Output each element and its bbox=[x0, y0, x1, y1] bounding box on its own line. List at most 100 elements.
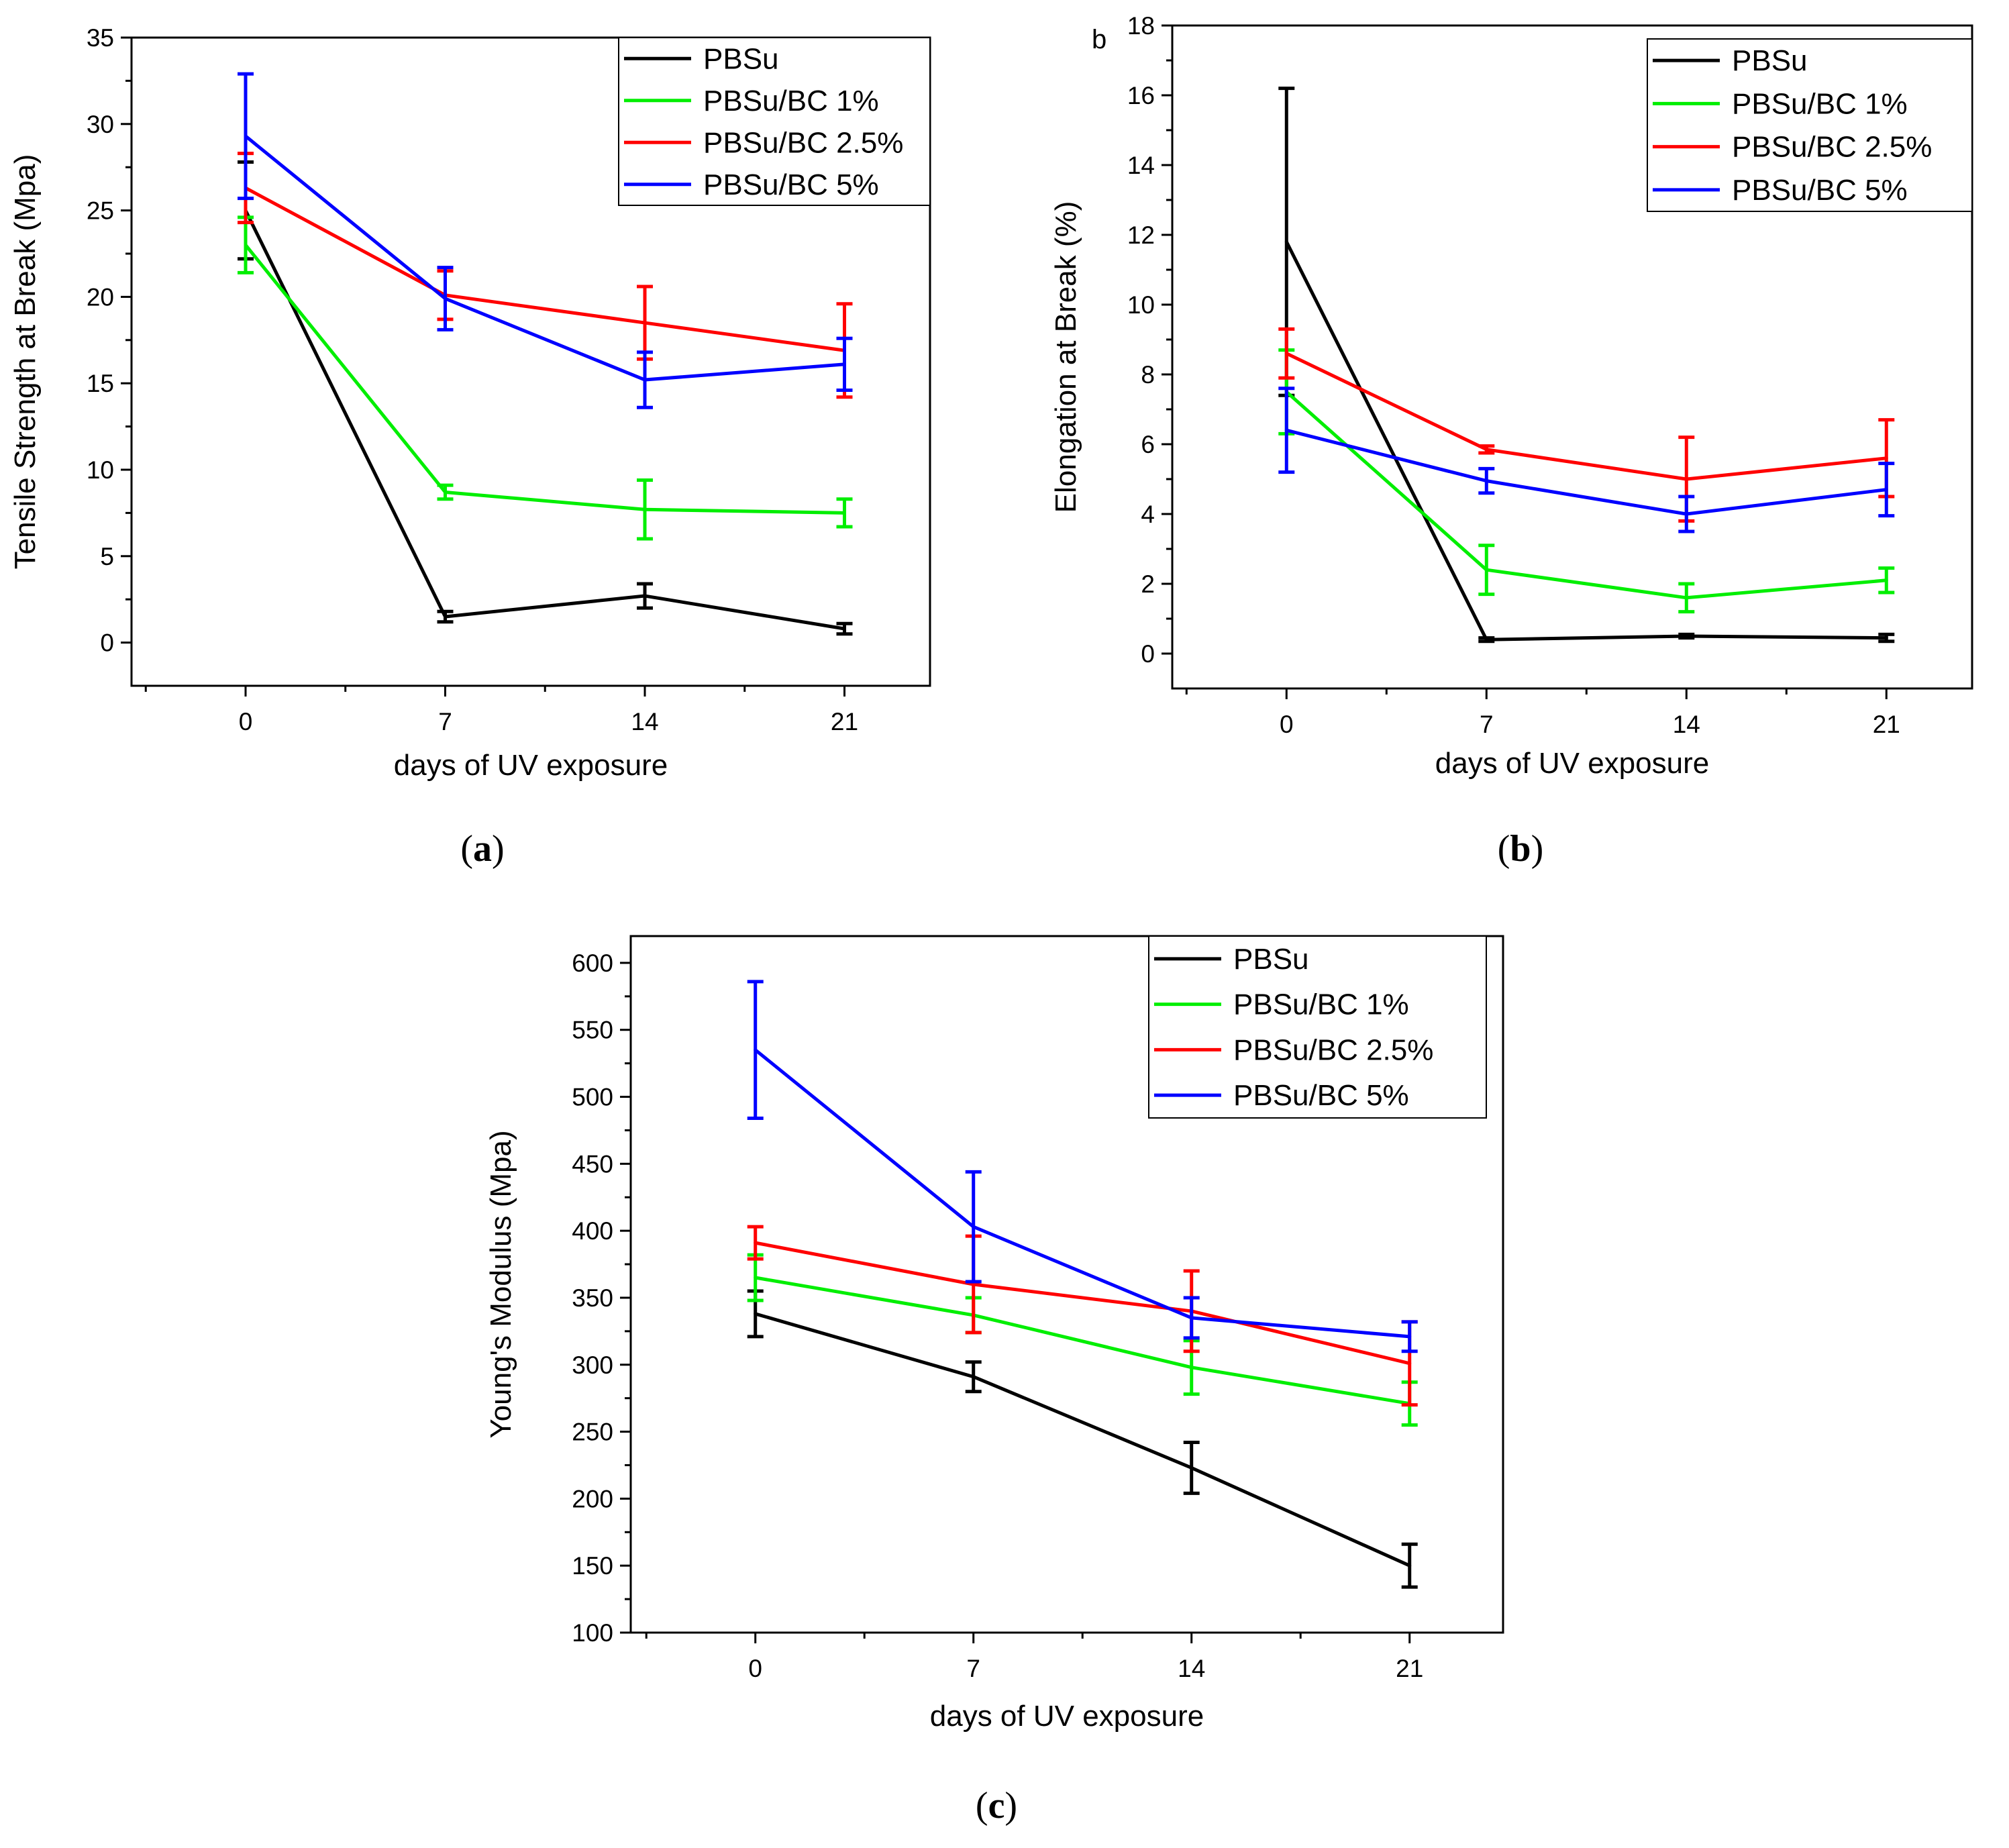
plot-frame bbox=[1171, 24, 1973, 690]
data-point bbox=[643, 594, 647, 598]
panel-c: 0 7 14 21 100 150 200 250 300 350 400 450 500 550 600 d… bbox=[484, 935, 1504, 1827]
data-point bbox=[1484, 637, 1488, 641]
series-line bbox=[1285, 241, 1887, 641]
data-point bbox=[244, 134, 248, 138]
series-line bbox=[244, 209, 845, 631]
series-line bbox=[244, 134, 845, 382]
y-tick-label: 15 bbox=[87, 370, 114, 397]
panel-caption-letter: b bbox=[1510, 828, 1531, 870]
series-pbsu-bc-5- bbox=[747, 980, 1418, 1353]
x-tick-label: 21 bbox=[1873, 711, 1900, 738]
data-point bbox=[1484, 448, 1488, 452]
data-point bbox=[843, 511, 846, 515]
data-point bbox=[1884, 488, 1888, 492]
x-tick-label: 14 bbox=[1178, 1655, 1205, 1682]
y-tick-label: 5 bbox=[100, 543, 114, 570]
legend-label: PBSu/BC 5% bbox=[703, 168, 879, 201]
data-point bbox=[1484, 568, 1488, 572]
y-tick-label: 2 bbox=[1141, 570, 1155, 598]
data-point bbox=[1884, 578, 1888, 582]
y-tick-label: 25 bbox=[87, 197, 114, 225]
x-tick-label: 0 bbox=[748, 1655, 762, 1682]
y-tick-label: 30 bbox=[87, 111, 114, 138]
data-point bbox=[444, 490, 447, 494]
data-point bbox=[843, 627, 846, 631]
y-tick-label: 18 bbox=[1127, 12, 1155, 40]
data-point bbox=[1684, 512, 1688, 516]
y-tick-label: 0 bbox=[100, 629, 114, 657]
y-tick-label: 300 bbox=[572, 1351, 613, 1379]
panel-caption-close: ) bbox=[492, 828, 505, 870]
x-axis-title: days of UV exposure bbox=[1435, 747, 1709, 780]
panel-caption-open: ( bbox=[976, 1785, 988, 1827]
legend: PBSu PBSu/BC 1% PBSu/BC 2.5% PBSu/BC 5% bbox=[618, 37, 931, 206]
series-pbsu-bc-2-5- bbox=[1278, 327, 1895, 523]
data-point bbox=[754, 1312, 758, 1316]
legend-box bbox=[1148, 935, 1487, 1119]
series-pbsu-bc-1- bbox=[1278, 348, 1895, 614]
y-tick-label: 12 bbox=[1127, 221, 1155, 249]
series-line bbox=[1286, 428, 1887, 516]
y-tick-label: 16 bbox=[1127, 82, 1155, 109]
legend: PBSu PBSu/BC 1% PBSu/BC 2.5% PBSu/BC 5% bbox=[1647, 38, 1973, 212]
panel-caption-letter: c bbox=[988, 1785, 1005, 1827]
legend-label: PBSu bbox=[703, 42, 779, 75]
y-tick-label: 450 bbox=[572, 1150, 613, 1178]
x-tick-label: 21 bbox=[1396, 1655, 1423, 1682]
x-tick-label: 21 bbox=[831, 708, 858, 735]
y-tick-label: 550 bbox=[572, 1017, 613, 1044]
data-point bbox=[754, 1241, 758, 1245]
x-tick-label: 7 bbox=[1480, 711, 1494, 738]
series-line bbox=[755, 1312, 1410, 1568]
y-tick-label: 6 bbox=[1141, 431, 1155, 458]
y-tick-label: 150 bbox=[572, 1552, 613, 1580]
series-pbsu-bc-2-5- bbox=[747, 1225, 1418, 1407]
series-pbsu bbox=[747, 1289, 1418, 1589]
legend: PBSu PBSu/BC 1% PBSu/BC 2.5% PBSu/BC 5% bbox=[1148, 935, 1487, 1119]
data-point bbox=[972, 1375, 976, 1379]
data-point bbox=[1190, 1466, 1194, 1470]
legend-label: PBSu/BC 1% bbox=[1233, 988, 1409, 1021]
data-point bbox=[972, 1225, 976, 1229]
data-point bbox=[1284, 428, 1288, 432]
data-point bbox=[1884, 456, 1888, 460]
legend-label: PBSu/BC 5% bbox=[1732, 174, 1908, 207]
legend-label: PBSu/BC 1% bbox=[703, 85, 879, 117]
data-point bbox=[843, 362, 846, 366]
plot-frame bbox=[130, 36, 931, 687]
data-point bbox=[1408, 1563, 1412, 1568]
data-point bbox=[972, 1282, 976, 1286]
legend-label: PBSu/BC 2.5% bbox=[1732, 131, 1932, 164]
series-line bbox=[244, 186, 845, 352]
series-line bbox=[244, 244, 845, 515]
panel-caption-letter: a bbox=[473, 828, 492, 870]
y-tick-label: 10 bbox=[1127, 291, 1155, 319]
x-tick-label: 7 bbox=[438, 708, 452, 735]
y-tick-label: 350 bbox=[572, 1284, 613, 1312]
data-point bbox=[1408, 1335, 1412, 1339]
panel-caption: (c) bbox=[976, 1785, 1017, 1827]
x-axis-title: days of UV exposure bbox=[394, 749, 668, 782]
data-point bbox=[1684, 634, 1688, 638]
panel-caption: (a) bbox=[460, 828, 504, 870]
y-axis-title: Tensile Strength at Break (Mpa) bbox=[9, 154, 42, 570]
data-point bbox=[1884, 636, 1888, 640]
series-line bbox=[1285, 391, 1887, 600]
data-point bbox=[1684, 596, 1688, 600]
x-tick-label: 0 bbox=[239, 708, 253, 735]
series-pbsu-bc-1- bbox=[238, 215, 853, 541]
data-point bbox=[444, 615, 447, 619]
y-tick-label: 4 bbox=[1141, 501, 1155, 528]
panel-a: 0 7 14 21 0 5 10 15 20 25 30 35 days of UV exposure T… bbox=[9, 24, 931, 870]
data-point bbox=[1408, 1362, 1412, 1366]
legend-label: PBSu/BC 5% bbox=[1233, 1079, 1409, 1112]
data-point bbox=[1484, 479, 1488, 483]
y-tick-label: 600 bbox=[572, 949, 613, 977]
series-line bbox=[754, 1048, 1410, 1339]
data-point bbox=[1284, 352, 1288, 356]
legend-label: PBSu bbox=[1233, 943, 1309, 976]
x-tick-label: 7 bbox=[966, 1655, 980, 1682]
data-point bbox=[754, 1048, 758, 1052]
series-line bbox=[755, 1241, 1410, 1366]
corner-label: b bbox=[1092, 25, 1106, 54]
